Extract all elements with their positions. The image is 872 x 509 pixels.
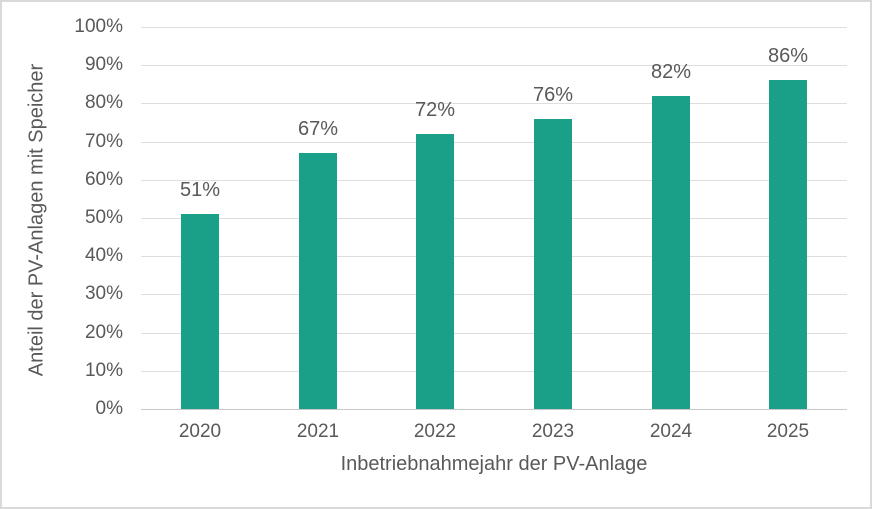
gridline-90 xyxy=(141,65,847,66)
gridline-40 xyxy=(141,256,847,257)
bar-2022 xyxy=(416,134,454,409)
y-tick-label-20: 20% xyxy=(84,322,123,343)
y-tick-label-0: 0% xyxy=(95,398,123,419)
gridline-100 xyxy=(141,27,847,28)
gridline-80 xyxy=(141,103,847,104)
y-tick-label-60: 60% xyxy=(84,169,123,190)
gridline-70 xyxy=(141,142,847,143)
y-tick-label-90: 90% xyxy=(84,54,123,75)
data-label-2023: 76% xyxy=(532,84,574,106)
y-tick-label-50: 50% xyxy=(84,207,123,228)
gridline-50 xyxy=(141,218,847,219)
y-tick-label-100: 100% xyxy=(74,16,123,37)
gridline-60 xyxy=(141,180,847,181)
x-tick-label-2021: 2021 xyxy=(296,421,340,442)
gridline-30 xyxy=(141,294,847,295)
x-tick-label-2023: 2023 xyxy=(531,421,575,442)
x-tick-label-2024: 2024 xyxy=(649,421,693,442)
y-tick-label-70: 70% xyxy=(84,131,123,152)
bar-2021 xyxy=(299,153,337,409)
x-tick-label-2022: 2022 xyxy=(413,421,457,442)
x-axis-title: Inbetriebnahmejahr der PV-Anlage xyxy=(340,453,648,475)
x-tick-label-2020: 2020 xyxy=(178,421,222,442)
x-axis-line xyxy=(141,409,847,410)
gridline-20 xyxy=(141,333,847,334)
bar-2024 xyxy=(652,96,690,409)
y-tick-label-80: 80% xyxy=(84,92,123,113)
bar-2025 xyxy=(769,80,807,409)
x-tick-label-2025: 2025 xyxy=(766,421,810,442)
bar-2023 xyxy=(534,119,572,409)
gridline-10 xyxy=(141,371,847,372)
data-label-2021: 67% xyxy=(297,118,339,140)
data-label-2025: 86% xyxy=(767,45,809,67)
bar-2020 xyxy=(181,214,219,409)
data-label-2024: 82% xyxy=(650,61,692,83)
y-tick-label-30: 30% xyxy=(84,283,123,304)
y-tick-label-10: 10% xyxy=(84,360,123,381)
y-tick-label-40: 40% xyxy=(84,245,123,266)
data-label-2020: 51% xyxy=(179,179,221,201)
data-label-2022: 72% xyxy=(414,99,456,121)
